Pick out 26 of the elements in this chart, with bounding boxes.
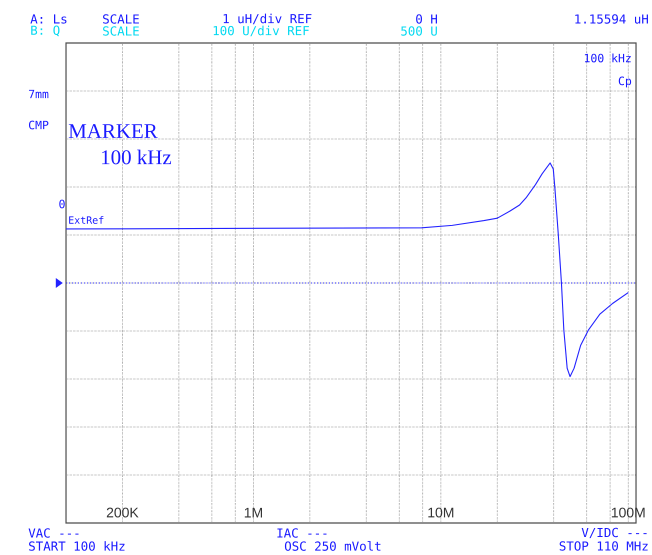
text: A: Ls (30, 14, 66, 24)
text: STOP 110 MHz (560, 541, 648, 551)
text: 100 U/div REF (214, 26, 309, 36)
text: 100 kHz (584, 54, 631, 62)
text: V/IDC --- (582, 528, 647, 538)
text: START 100 kHz (29, 541, 124, 551)
x-tick-label: 10M (428, 508, 454, 518)
text: 0 (59, 200, 65, 208)
annotation: ExtRef (69, 216, 104, 224)
text: IAC --- (277, 528, 327, 538)
text: 500 U (401, 26, 437, 36)
text: 1 uH/div REF (224, 14, 312, 24)
text: CMP (28, 120, 48, 130)
annotation: 100 kHz (102, 150, 172, 164)
text: Cp (618, 76, 632, 88)
text: OSC 250 mVolt (284, 541, 380, 551)
text: 1.15594 uH (575, 14, 648, 24)
text: B: Q (31, 26, 60, 36)
text: 0 H (416, 14, 437, 24)
text: 7mm (28, 90, 48, 98)
text: VAC --- (28, 528, 79, 538)
x-tick-label: 1M (244, 508, 262, 518)
text: SCALE (103, 14, 139, 24)
text: SCALE (103, 26, 139, 36)
x-tick-label: 200K (106, 508, 139, 518)
text: MARKER (68, 124, 158, 138)
